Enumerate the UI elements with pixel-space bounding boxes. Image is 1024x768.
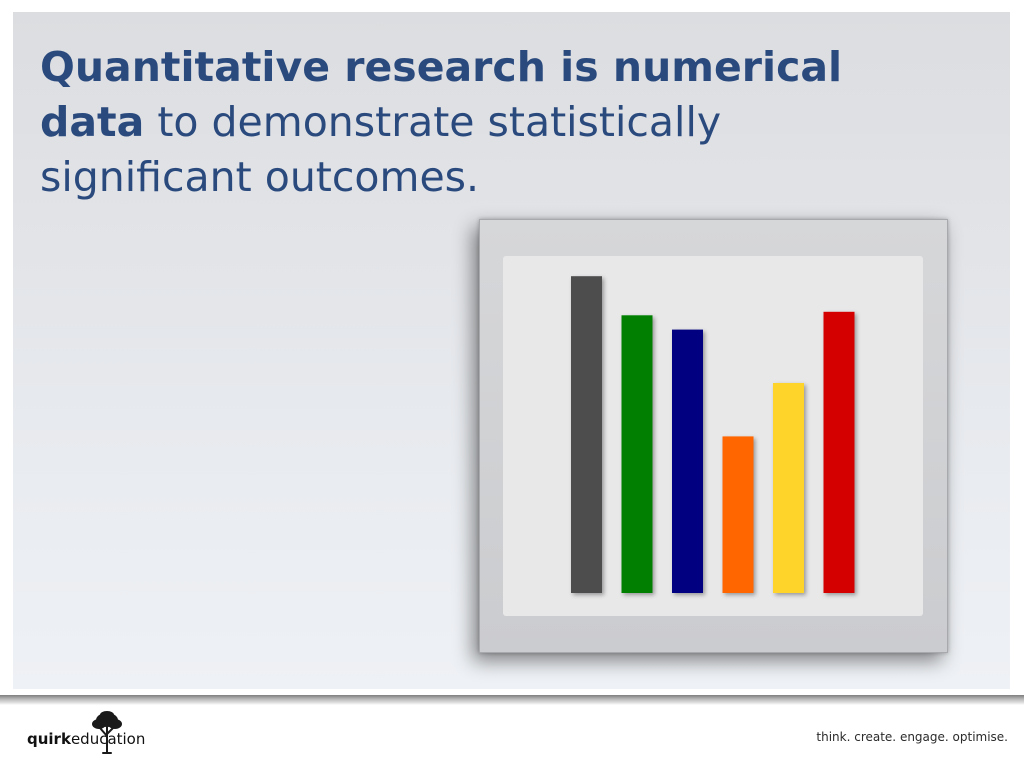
logo-wordmark: quirkeducation [27,730,145,748]
bar-chart-svg [571,276,855,593]
logo-education: education [70,730,146,748]
headline-emphasis: Quantitative research is numerical data [40,43,843,146]
chart-bar [672,329,703,593]
footer-divider [0,695,1024,705]
chart-bar [571,276,602,593]
tree-icon [92,711,122,754]
quirk-education-logo: quirkeducation [27,710,147,760]
chart-bar [621,315,653,593]
headline-continuation: to demonstrate statistically significant… [40,98,722,201]
chart-bar [722,436,754,593]
chart-bar [773,383,804,593]
bar-chart-canvas [503,256,923,616]
slide-headline: Quantitative research is numerical data … [40,40,940,205]
logo-quirk: quirk [27,730,71,748]
chart-bar [823,311,855,593]
bar-chart-illustration [479,219,948,653]
footer-tagline: think. create. engage. optimise. [816,730,1008,744]
